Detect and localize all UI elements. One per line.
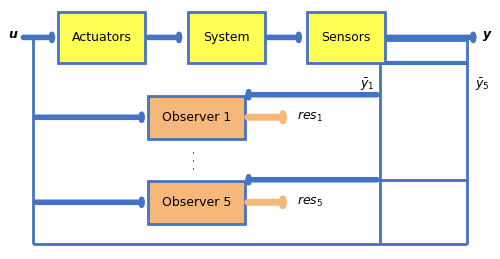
FancyBboxPatch shape <box>148 96 245 139</box>
FancyBboxPatch shape <box>188 12 265 62</box>
Text: $\mathit{res}_1$: $\mathit{res}_1$ <box>298 110 324 124</box>
Text: $\bar{y}_5$: $\bar{y}_5$ <box>474 76 489 93</box>
Text: u: u <box>8 28 18 41</box>
Text: Actuators: Actuators <box>72 31 132 44</box>
FancyBboxPatch shape <box>308 12 384 62</box>
Text: Observer 5: Observer 5 <box>162 196 231 209</box>
Text: Observer 1: Observer 1 <box>162 111 231 124</box>
Text: $\mathit{res}_5$: $\mathit{res}_5$ <box>298 195 324 209</box>
Text: Sensors: Sensors <box>322 31 370 44</box>
Text: $\bar{y}_1$: $\bar{y}_1$ <box>360 76 374 93</box>
Text: System: System <box>203 31 250 44</box>
FancyBboxPatch shape <box>58 12 146 62</box>
Text: y: y <box>483 28 491 41</box>
FancyBboxPatch shape <box>148 181 245 224</box>
Text: · · ·: · · · <box>188 150 202 170</box>
